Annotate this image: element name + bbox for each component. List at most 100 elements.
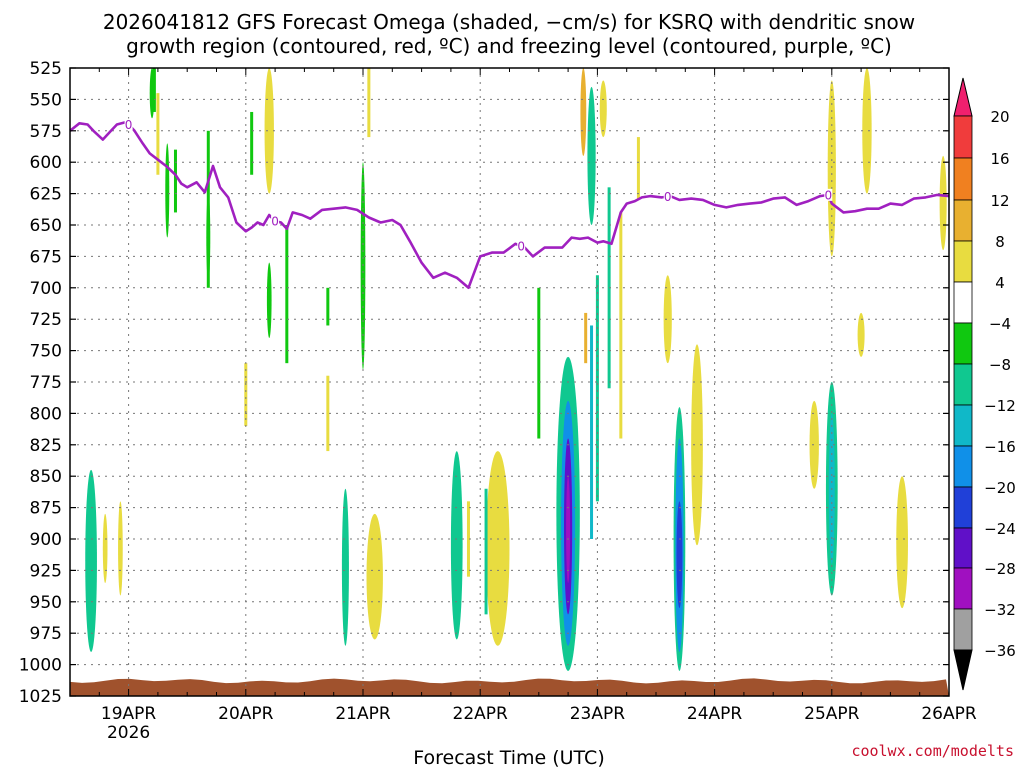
y-tick-label-0: 525 bbox=[30, 59, 62, 79]
omega-streak-15 bbox=[584, 312, 588, 364]
y-tick-label-2: 575 bbox=[30, 122, 62, 142]
colorbar-box-3 bbox=[953, 240, 973, 283]
colorbar-label-3: 8 bbox=[995, 233, 1005, 251]
y-tick-label-15: 900 bbox=[30, 530, 62, 550]
colorbar-label-10: −24 bbox=[984, 520, 1016, 538]
x-tick-sublabel: 2026 bbox=[107, 723, 150, 743]
terrain-layer bbox=[70, 678, 949, 696]
y-tick-label-17: 950 bbox=[30, 593, 62, 613]
colorbar: 20 16 12 8 4 −4 −8 −12 −16 −20 −24 −28 −32 −36 bbox=[953, 77, 1016, 691]
y-tick-label-3: 600 bbox=[30, 153, 62, 173]
y-tick-label-11: 800 bbox=[30, 404, 62, 424]
plot-area bbox=[70, 68, 949, 696]
omega-streak-11 bbox=[595, 275, 599, 502]
omega-region-31 bbox=[587, 86, 596, 225]
y-tick-label-7: 700 bbox=[30, 279, 62, 299]
colorbar-box-10 bbox=[953, 527, 973, 569]
omega-region-27 bbox=[857, 312, 865, 357]
x-tick-labels: 19APR 20APR 21APR 22APR 23APR 24APR 25APR 26APR… bbox=[101, 704, 977, 743]
omega-streak-5 bbox=[250, 111, 254, 175]
colorbar-box-0 bbox=[953, 115, 973, 159]
x-tick-label-6: 25APR bbox=[804, 704, 860, 724]
freezing-label-1: 0 bbox=[271, 215, 279, 229]
y-tick-label-8: 725 bbox=[30, 310, 62, 330]
freezing-label-0: 0 bbox=[125, 118, 133, 132]
omega-region-0 bbox=[85, 469, 97, 653]
freezing-label-3: 0 bbox=[664, 190, 672, 204]
credit-link[interactable]: coolwx.com/modelts bbox=[851, 742, 1014, 760]
x-tick-label-1: 20APR bbox=[218, 704, 274, 724]
omega-streak-17 bbox=[326, 375, 330, 452]
omega-region-22 bbox=[809, 400, 819, 489]
colorbar-box-4 bbox=[953, 281, 973, 324]
omega-region-10 bbox=[450, 451, 463, 640]
omega-region-19 bbox=[676, 501, 683, 609]
colorbar-box-2 bbox=[953, 199, 973, 242]
y-tick-label-20: 1025 bbox=[19, 687, 62, 707]
y-tick-labels: 525 550 575 600 625 650 675 700 725 750 775 800 825 8… bbox=[19, 59, 62, 707]
colorbar-label-0: 20 bbox=[990, 108, 1009, 126]
y-tick-label-9: 750 bbox=[30, 342, 62, 362]
freezing-label-bg-0 bbox=[124, 118, 133, 131]
colorbar-label-8: −16 bbox=[984, 438, 1016, 456]
freezing-label-bg-3 bbox=[663, 190, 672, 203]
omega-streak-7 bbox=[326, 287, 330, 326]
colorbar-label-4: 4 bbox=[995, 274, 1005, 292]
y-tick-label-1: 550 bbox=[30, 90, 62, 110]
freezing-label-bg-2 bbox=[517, 240, 526, 253]
omega-region-1 bbox=[102, 513, 108, 583]
freezing-label-bg-1 bbox=[271, 215, 280, 228]
colorbar-box-8 bbox=[953, 445, 973, 488]
y-tick-label-14: 875 bbox=[30, 499, 62, 519]
y-tick-label-6: 675 bbox=[30, 247, 62, 267]
colorbar-label-2: 12 bbox=[990, 192, 1009, 210]
omega-region-9 bbox=[341, 488, 349, 646]
colorbar-label-6: −8 bbox=[989, 356, 1011, 374]
omega-region-32 bbox=[599, 80, 607, 138]
freezing-level-layer: 0 0 0 0 0 bbox=[69, 118, 950, 290]
x-tick-label-0: 19APR bbox=[101, 704, 157, 724]
omega-region-30 bbox=[264, 68, 274, 194]
colorbar-label-13: −36 bbox=[984, 642, 1016, 660]
omega-region-28 bbox=[896, 476, 908, 609]
freezing-label-4: 0 bbox=[824, 188, 832, 202]
omega-region-23 bbox=[827, 80, 836, 257]
omega-region-8 bbox=[366, 513, 383, 640]
omega-region-4 bbox=[165, 143, 170, 238]
chart-title-line-1: 2026041812 GFS Forecast Omega (shaded, −… bbox=[103, 10, 915, 34]
freezing-label-bg-4 bbox=[824, 188, 833, 201]
omega-region-21 bbox=[691, 344, 703, 546]
colorbar-label-5: −4 bbox=[989, 315, 1011, 333]
omega-region-16 bbox=[580, 68, 587, 156]
colorbar-label-11: −28 bbox=[984, 560, 1016, 578]
colorbar-label-1: 16 bbox=[990, 150, 1009, 168]
omega-region-6 bbox=[266, 262, 272, 339]
x-tick-label-7: 26APR bbox=[921, 704, 977, 724]
omega-streak-16 bbox=[636, 137, 640, 200]
omega-streak-13 bbox=[619, 212, 623, 439]
x-tick-label-4: 23APR bbox=[570, 704, 626, 724]
colorbar-box-7 bbox=[953, 404, 973, 447]
x-tick-label-5: 24APR bbox=[687, 704, 743, 724]
colorbar-box-11 bbox=[953, 567, 973, 610]
omega-streak-6 bbox=[285, 225, 289, 364]
y-tick-label-12: 825 bbox=[30, 436, 62, 456]
y-tick-label-10: 775 bbox=[30, 373, 62, 393]
omega-streak-2 bbox=[173, 149, 177, 213]
freezing-level-line bbox=[69, 120, 950, 290]
plot-background bbox=[70, 68, 949, 696]
colorbar-box-6 bbox=[953, 363, 973, 406]
omega-streak-3 bbox=[206, 130, 210, 288]
omega-region-2 bbox=[118, 501, 123, 596]
colorbar-bottom-arrow bbox=[953, 649, 973, 691]
omega-region-29 bbox=[939, 155, 947, 251]
omega-region-11 bbox=[486, 451, 510, 646]
omega-streak-4 bbox=[244, 363, 248, 426]
colorbar-box-12 bbox=[953, 608, 973, 651]
axes-layer bbox=[69, 67, 950, 697]
colorbar-label-9: −20 bbox=[984, 479, 1016, 497]
y-tick-label-19: 1000 bbox=[19, 656, 62, 676]
x-axis-label: Forecast Time (UTC) bbox=[413, 747, 604, 768]
omega-streak-8 bbox=[367, 68, 371, 138]
